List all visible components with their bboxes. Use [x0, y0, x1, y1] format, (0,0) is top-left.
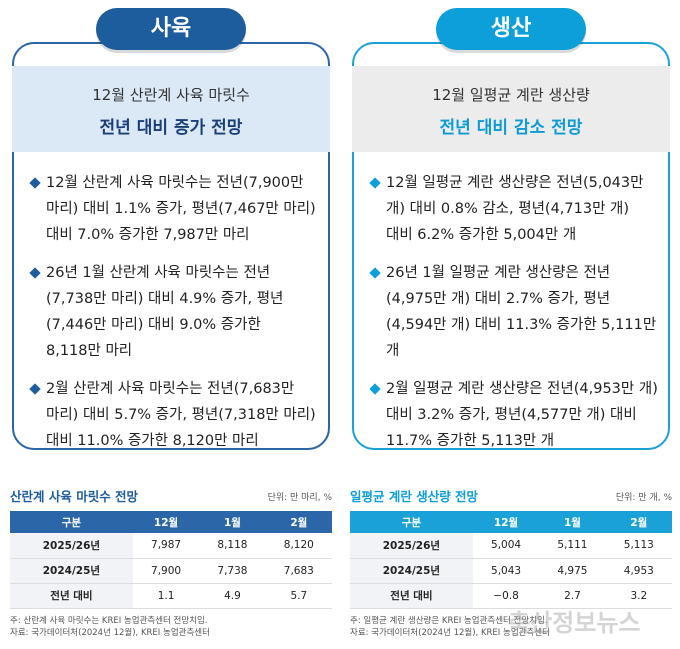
table-cell: 5,004 — [472, 533, 540, 559]
table-cell: 5,111 — [539, 533, 606, 559]
badge: 사육 — [96, 8, 246, 50]
table-cell: 5,113 — [605, 533, 672, 559]
header-cell: 2월 — [605, 511, 672, 533]
table-cell: 8,118 — [199, 533, 266, 559]
note-line: 주: 산란계 사육 마릿수는 KREI 농업관측센터 전망치임. — [10, 615, 208, 626]
bullet-list: 12월 일평균 계란 생산량은 전년(5,043만 개) 대비 0.8% 감소,… — [369, 170, 660, 466]
table: 구분 12월 1월 2월 2025/26년 5,004 5,111 5,113 2024/25년… — [350, 511, 672, 609]
table-row: 2025/26년 5,004 5,111 5,113 — [350, 533, 672, 559]
header-line: 12월 일평균 계란 생산량 — [432, 86, 590, 104]
bullet-text: 26년 1월 일평균 계란 생산량은 전년(4,975만 개) 대비 2.7% … — [386, 265, 657, 359]
table-cell: 2024/25년 — [10, 558, 133, 584]
header-cell: 구분 — [350, 511, 473, 533]
bullet-text: 12월 산란계 사육 마릿수는 전년(7,900만 마리) 대비 1.1% 증가… — [46, 175, 316, 243]
table-cell: 2024/25년 — [350, 558, 473, 584]
header-cell: 구분 — [10, 511, 133, 533]
table-block: 산란계 사육 마릿수 전망 단위: 만 마리, % 구분 12월 1월 2월 2025/26… — [10, 486, 332, 639]
table-cell: 1.1 — [132, 583, 200, 609]
table-title: 산란계 사육 마릿수 전망 — [10, 489, 139, 504]
table: 구분 12월 1월 2월 2025/26년 7,987 8,118 8,120 2024/25년… — [10, 511, 332, 609]
table-title: 일평균 계란 생산량 전망 — [350, 489, 479, 504]
header-headline: 전년 대비 감소 전망 — [439, 118, 583, 138]
table-cell: 5.7 — [265, 583, 332, 609]
header-cell: 1월 — [539, 511, 606, 533]
table-cell: 7,683 — [265, 558, 332, 584]
table-cell: 전년 대비 — [350, 583, 473, 609]
bullet-text: 26년 1월 산란계 사육 마릿수는 전년(7,738만 마리) 대비 4.9%… — [46, 265, 284, 359]
panel-header: 12월 산란계 사육 마릿수 전년 대비 증가 전망 — [12, 66, 330, 152]
table-row: 2025/26년 7,987 8,118 8,120 — [10, 533, 332, 559]
header-cell: 2월 — [265, 511, 332, 533]
header-cell: 12월 — [472, 511, 540, 533]
table-cell: 4.9 — [199, 583, 266, 609]
bullet: 26년 1월 일평균 계란 생산량은 전년(4,975만 개) 대비 2.7% … — [369, 260, 660, 364]
table-row: 2024/25년 7,900 7,738 7,683 — [10, 558, 332, 584]
table-block: 일평균 계란 생산량 전망 단위: 만 개, % 구분 12월 1월 2월 2025/26년… — [350, 486, 672, 639]
header-row: 구분 12월 1월 2월 — [10, 511, 332, 533]
watermark: 축산정보뉴스 — [508, 609, 641, 637]
bullet: 26년 1월 산란계 사육 마릿수는 전년(7,738만 마리) 대비 4.9%… — [29, 260, 320, 364]
header-row: 구분 12월 1월 2월 — [350, 511, 672, 533]
panel: 12월 산란계 사육 마릿수 전년 대비 증가 전망 12월 산란계 사육 마릿… — [12, 42, 330, 450]
note-line: 자료: 국가데이터처(2024년 12월), KREI 농업관측센터 — [10, 627, 210, 638]
bullet-text: 2월 산란계 사육 마릿수는 전년(7,683만 마리) 대비 5.7% 증가,… — [46, 381, 316, 449]
table-row: 전년 대비 1.1 4.9 5.7 — [10, 583, 332, 609]
badge: 생산 — [436, 8, 586, 50]
table-row: 2024/25년 5,043 4,975 4,953 — [350, 558, 672, 584]
header-line: 12월 산란계 사육 마릿수 — [92, 86, 250, 104]
unit-label: 단위: 만 개, % — [615, 493, 672, 503]
table-cell: 4,953 — [605, 558, 672, 584]
table-cell: 전년 대비 — [10, 583, 133, 609]
bullet-list: 12월 산란계 사육 마릿수는 전년(7,900만 마리) 대비 1.1% 증가… — [29, 170, 320, 466]
table-row: 전년 대비 −0.8 2.7 3.2 — [350, 583, 672, 609]
table-cell: 7,738 — [199, 558, 266, 584]
table-cell: 8,120 — [265, 533, 332, 559]
table-cell: −0.8 — [472, 583, 540, 609]
table-cell: 3.2 — [605, 583, 672, 609]
table-cell: 7,987 — [132, 533, 200, 559]
bullet-text: 12월 일평균 계란 생산량은 전년(5,043만 개) 대비 0.8% 감소,… — [386, 175, 644, 243]
header-cell: 12월 — [132, 511, 200, 533]
notes: 주: 산란계 사육 마릿수는 KREI 농업관측센터 전망치임. 자료: 국가데이… — [10, 615, 332, 639]
header-cell: 1월 — [199, 511, 266, 533]
table-cell: 7,900 — [132, 558, 200, 584]
notes: 주: 일평균 계란 생산량은 KREI 농업관측센터 전망치임. 자료: 국가데이… — [350, 615, 672, 639]
unit-label: 단위: 만 마리, % — [267, 493, 332, 503]
table-cell: 2.7 — [539, 583, 606, 609]
note-line: 자료: 국가데이터처(2024년 12월), KREI 농업관측센터 — [350, 627, 550, 638]
panel: 12월 일평균 계란 생산량 전년 대비 감소 전망 12월 일평균 계란 생산… — [352, 42, 670, 450]
header-headline: 전년 대비 증가 전망 — [99, 118, 243, 138]
bullet: 12월 일평균 계란 생산량은 전년(5,043만 개) 대비 0.8% 감소,… — [369, 170, 660, 248]
note-line: 주: 일평균 계란 생산량은 KREI 농업관측센터 전망치임. — [350, 615, 548, 626]
table-cell: 2025/26년 — [350, 533, 473, 559]
bullet-text: 2월 일평균 계란 생산량은 전년(4,953만 개) 대비 3.2% 증가, … — [386, 381, 658, 449]
table-cell: 5,043 — [472, 558, 540, 584]
bullet: 2월 산란계 사육 마릿수는 전년(7,683만 마리) 대비 5.7% 증가,… — [29, 376, 320, 454]
table-cell: 4,975 — [539, 558, 606, 584]
panel-header: 12월 일평균 계란 생산량 전년 대비 감소 전망 — [352, 66, 670, 152]
bullet: 12월 산란계 사육 마릿수는 전년(7,900만 마리) 대비 1.1% 증가… — [29, 170, 320, 248]
bullet: 2월 일평균 계란 생산량은 전년(4,953만 개) 대비 3.2% 증가, … — [369, 376, 660, 454]
table-cell: 2025/26년 — [10, 533, 133, 559]
